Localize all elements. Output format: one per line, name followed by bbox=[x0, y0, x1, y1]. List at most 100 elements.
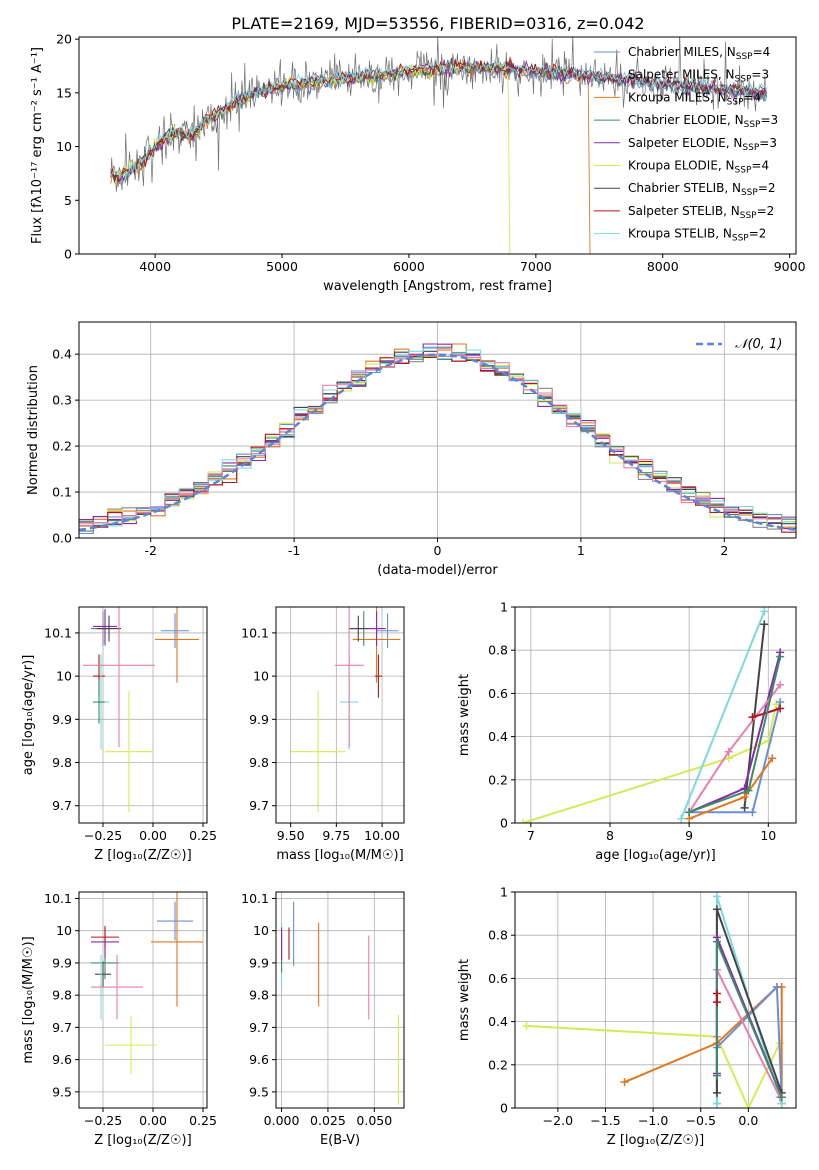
errorbar-point bbox=[155, 607, 199, 683]
weight-marker bbox=[712, 905, 721, 914]
y-tick-label: 9.8 bbox=[52, 755, 72, 770]
y-tick-label: 0.6 bbox=[488, 686, 508, 701]
x-tick-label: 5000 bbox=[266, 259, 298, 274]
errorbar-point bbox=[374, 654, 383, 698]
x-tick-label: 10 bbox=[760, 828, 776, 843]
errorbar-point bbox=[93, 680, 105, 724]
x-axis-label: (data-model)/error bbox=[377, 563, 498, 578]
y-tick-label: 0.8 bbox=[488, 643, 508, 658]
y-tick-label: 9.9 bbox=[249, 955, 269, 970]
y-axis-label: mass weight bbox=[457, 959, 472, 1041]
y-tick-label: 5 bbox=[64, 193, 72, 208]
panel-mass-vs-Z: −0.25 0.00 0.25 9.5 9.6 9.7 9.8 9.9 10 10.1 Z [log… bbox=[21, 891, 217, 1148]
y-tick-label: 10 bbox=[56, 669, 72, 684]
errorbar-point bbox=[367, 611, 386, 646]
y-tick-label: 9.7 bbox=[52, 1020, 72, 1035]
legend-label: Chabrier STELIB, NSSP=2 bbox=[628, 181, 776, 198]
y-tick-label: 9.7 bbox=[52, 798, 72, 813]
y-tick-label: 0.4 bbox=[52, 347, 72, 362]
axes-frame bbox=[514, 606, 797, 824]
y-tick-label: 9.8 bbox=[249, 755, 269, 770]
weight-marker bbox=[772, 983, 781, 992]
weight-marker bbox=[740, 793, 749, 802]
y-axis-label: Flux [fλ10⁻¹⁷ erg cm⁻² s⁻¹ A⁻¹] bbox=[30, 47, 45, 244]
y-tick-label: 10 bbox=[253, 923, 269, 938]
weight-marker bbox=[712, 1071, 721, 1080]
y-tick-label: 15 bbox=[56, 85, 72, 100]
x-tick-label: 0.0 bbox=[738, 1113, 758, 1128]
x-tick-label: 9.50 bbox=[277, 828, 305, 843]
weight-marker bbox=[712, 989, 721, 998]
errorbar-point bbox=[93, 609, 117, 644]
plot-area bbox=[91, 892, 203, 1075]
axes-frame bbox=[78, 606, 208, 824]
x-tick-label: -2 bbox=[144, 543, 156, 558]
x-tick-label: 0.050 bbox=[356, 1113, 392, 1128]
x-tick-label: 9000 bbox=[774, 259, 806, 274]
errorbar-point bbox=[105, 1016, 157, 1075]
errorbar-point bbox=[161, 613, 189, 649]
weight-marker bbox=[677, 814, 686, 823]
x-tick-label: 0.00 bbox=[139, 1113, 167, 1128]
y-axis-label: mass [log₁₀(M/M☉)] bbox=[21, 936, 36, 1063]
y-tick-label: 9.9 bbox=[249, 712, 269, 727]
axes-frame bbox=[78, 891, 208, 1109]
x-tick-label: 0.25 bbox=[189, 1113, 217, 1128]
weight-marker bbox=[724, 747, 733, 756]
legend-label: Salpeter STELIB, NSSP=2 bbox=[628, 204, 774, 221]
weight-marker bbox=[760, 607, 769, 616]
y-tick-label: 9.9 bbox=[52, 955, 72, 970]
x-axis-label: Z [log₁₀(Z/Z☉)] bbox=[94, 848, 191, 863]
x-axis-label: age [log₁₀(age/yr)] bbox=[595, 848, 716, 863]
x-tick-label: 9.75 bbox=[322, 828, 350, 843]
y-tick-label: 10 bbox=[56, 139, 72, 154]
axes-frame bbox=[78, 36, 797, 255]
weight-marker bbox=[744, 1104, 753, 1108]
weight-marker bbox=[712, 892, 721, 901]
x-axis-label: E(B-V) bbox=[320, 1133, 360, 1148]
legend-label: Kroupa MILES, NSSP=4 bbox=[628, 90, 761, 107]
x-tick-label: 0.00 bbox=[139, 828, 167, 843]
legend-label: Chabrier MILES, NSSP=4 bbox=[628, 45, 770, 62]
y-tick-label: 0.3 bbox=[52, 393, 72, 408]
normal-reference-line bbox=[79, 353, 796, 532]
panel-spectrum: 4000 5000 6000 7000 8000 9000 0 5 10 15 20 waveleng… bbox=[30, 32, 806, 294]
errorbar-point bbox=[91, 954, 143, 1020]
axes-overlay: 9.50 9.75 10.00 9.7 9.8 9.9 10 10.1 mass [log₁₀(… bbox=[241, 606, 405, 863]
histogram-step bbox=[79, 347, 796, 526]
axes-overlay: −0.25 0.00 0.25 9.5 9.6 9.7 9.8 9.9 10 10.1 Z [log… bbox=[21, 891, 217, 1148]
y-axis-label: Normed distribution bbox=[26, 365, 41, 495]
weight-marker bbox=[748, 808, 757, 817]
weight-marker bbox=[712, 1088, 721, 1097]
panel-age-vs-Z: −0.25 0.00 0.25 9.7 9.8 9.9 10 10.1 Z [log₁₀(Z/Z… bbox=[21, 606, 217, 863]
axes-frame bbox=[275, 891, 405, 1109]
weight-marker bbox=[744, 786, 753, 795]
plot-area bbox=[281, 901, 399, 1105]
panel-age-vs-mass: 9.50 9.75 10.00 9.7 9.8 9.9 10 10.1 mass [log₁₀(… bbox=[241, 606, 405, 863]
legend-label: Chabrier ELODIE, NSSP=3 bbox=[628, 113, 778, 130]
weight-marker bbox=[777, 1093, 786, 1102]
x-tick-label: 0 bbox=[434, 543, 442, 558]
legend-label: Kroupa STELIB, NSSP=2 bbox=[628, 227, 766, 244]
x-tick-label: −1.0 bbox=[638, 1113, 668, 1128]
axes-frame bbox=[275, 606, 405, 824]
x-axis-label: Z [log₁₀(Z/Z☉)] bbox=[94, 1133, 191, 1148]
plot-area bbox=[83, 607, 199, 813]
x-tick-label: 4000 bbox=[139, 259, 171, 274]
weight-marker bbox=[776, 652, 785, 661]
y-tick-label: 0.2 bbox=[488, 1057, 508, 1072]
y-tick-label: 10 bbox=[253, 669, 269, 684]
y-tick-label: 0 bbox=[500, 816, 508, 831]
errorbar-point bbox=[151, 892, 203, 1007]
plot-area bbox=[522, 892, 786, 1108]
y-tick-label: 0.2 bbox=[52, 439, 72, 454]
y-tick-label: 9.6 bbox=[52, 1052, 72, 1067]
plot-area bbox=[79, 343, 796, 535]
model-line-kroupa-stelib bbox=[110, 56, 768, 180]
x-axis-label: mass [log₁₀(M/M☉)] bbox=[276, 848, 403, 863]
errorbar-point bbox=[334, 607, 364, 748]
y-tick-label: 20 bbox=[56, 32, 72, 47]
y-axis-label: age [log₁₀(age/yr)] bbox=[21, 655, 36, 776]
errorbar-point bbox=[349, 615, 368, 642]
